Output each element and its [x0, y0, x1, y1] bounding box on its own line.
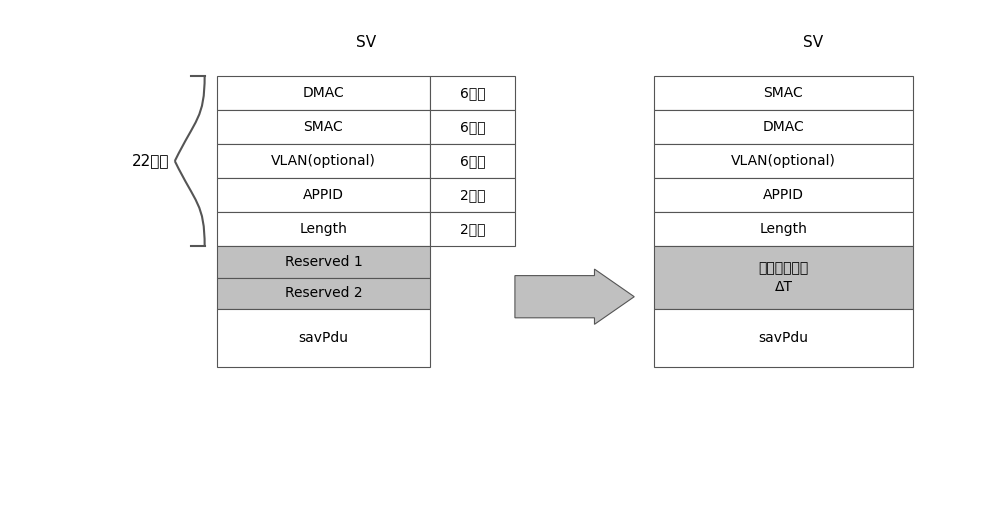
Text: APPID: APPID [303, 188, 344, 202]
Text: APPID: APPID [763, 188, 804, 202]
Text: SMAC: SMAC [764, 86, 803, 100]
Bar [217, 246, 430, 277]
Text: Reserved 2: Reserved 2 [285, 286, 362, 300]
Text: savPdu: savPdu [758, 331, 808, 344]
Bar [430, 178, 515, 212]
Text: Length: Length [300, 223, 347, 236]
Bar [654, 309, 913, 367]
Bar [217, 309, 430, 367]
Polygon shape [515, 269, 634, 324]
Bar [654, 110, 913, 144]
Text: 22字节: 22字节 [132, 153, 170, 169]
Text: savPdu: savPdu [298, 331, 348, 344]
Bar [654, 212, 913, 246]
Text: DMAC: DMAC [763, 120, 804, 134]
Text: DMAC: DMAC [303, 86, 344, 100]
Text: SV: SV [356, 36, 376, 50]
Bar [217, 110, 430, 144]
Bar [430, 212, 515, 246]
Text: 2字节: 2字节 [460, 188, 485, 202]
Text: 6字节: 6字节 [460, 154, 485, 168]
Bar [217, 212, 430, 246]
Bar [430, 110, 515, 144]
Bar [217, 178, 430, 212]
Text: 网络驻留时延
ΔT: 网络驻留时延 ΔT [758, 261, 809, 294]
Text: VLAN(optional): VLAN(optional) [731, 154, 836, 168]
Bar [654, 178, 913, 212]
Bar [430, 144, 515, 178]
Text: VLAN(optional): VLAN(optional) [271, 154, 376, 168]
Text: SMAC: SMAC [304, 120, 343, 134]
Bar [654, 144, 913, 178]
Bar [217, 144, 430, 178]
Bar [654, 246, 913, 309]
Text: Length: Length [759, 223, 807, 236]
Text: 6字节: 6字节 [460, 120, 485, 134]
Bar [430, 76, 515, 110]
Bar [217, 76, 430, 110]
Text: SV: SV [803, 36, 823, 50]
Text: 2字节: 2字节 [460, 223, 485, 236]
Text: 6字节: 6字节 [460, 86, 485, 100]
Text: Reserved 1: Reserved 1 [285, 255, 362, 269]
Bar [217, 277, 430, 309]
Bar [654, 76, 913, 110]
